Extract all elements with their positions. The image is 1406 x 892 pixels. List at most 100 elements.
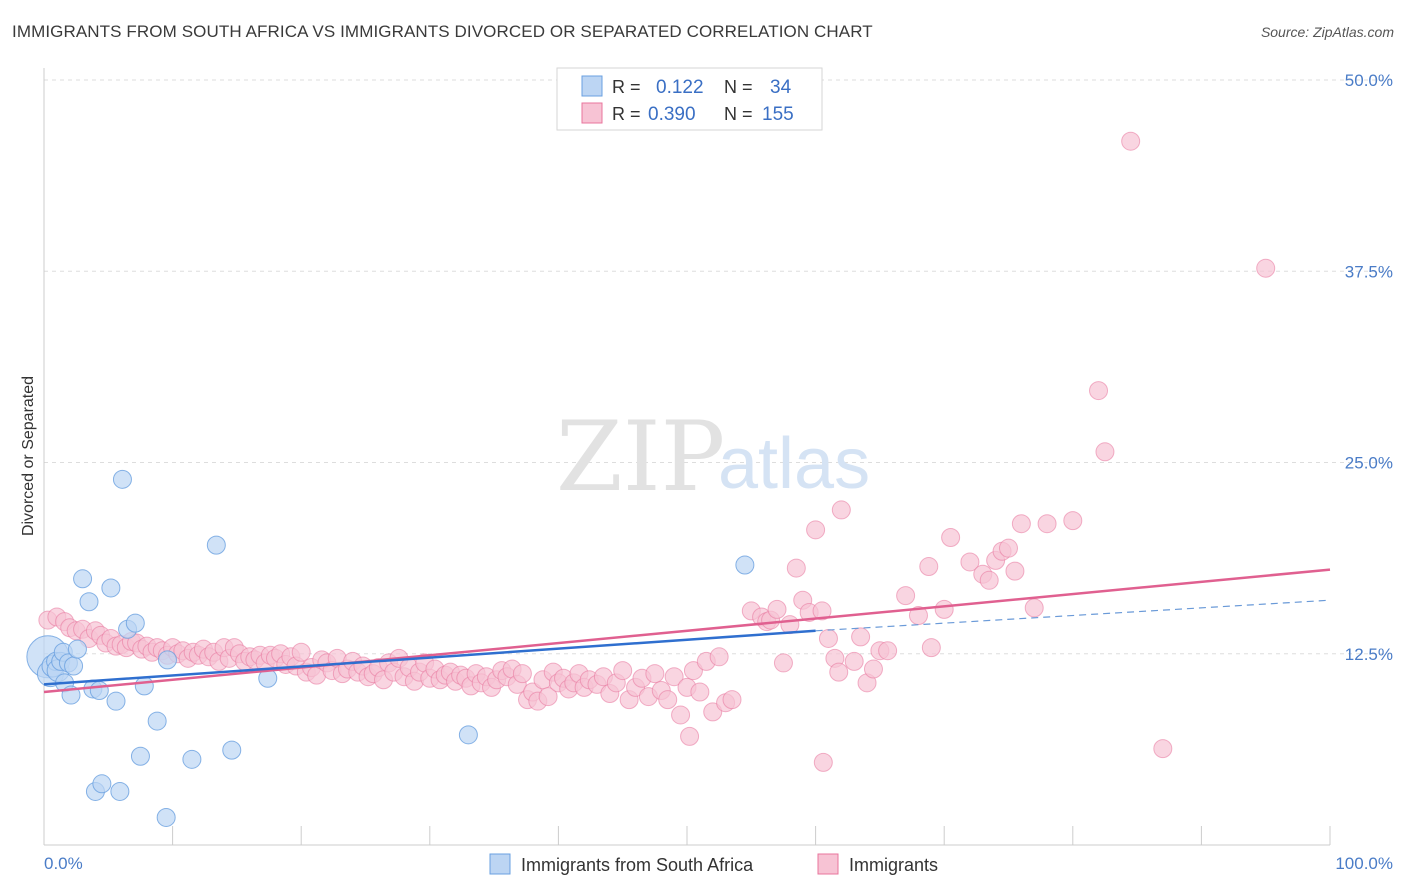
point-south-africa-25	[134, 676, 154, 696]
point-immigrants-148	[878, 641, 898, 661]
y-tick-label-0: 12.5%	[1345, 645, 1393, 664]
point-south-africa-29	[182, 749, 202, 769]
point-south-africa-34	[735, 555, 755, 575]
x-tick-label-max: 100.0%	[1335, 854, 1393, 873]
stats-r-value-1: 0.122	[656, 77, 704, 98]
point-immigrants-150	[908, 606, 928, 625]
point-immigrants-165	[1089, 381, 1109, 401]
point-immigrants-146	[863, 659, 883, 679]
point-immigrants-120	[690, 682, 710, 702]
stats-n-label-2: N =	[724, 104, 753, 124]
point-south-africa-19	[106, 691, 126, 711]
point-immigrants-134	[786, 558, 806, 578]
point-immigrants-143	[844, 651, 864, 671]
legend-label-south-africa: Immigrants from South Africa	[521, 855, 754, 875]
point-south-africa-13	[79, 592, 99, 612]
point-south-africa-33	[458, 725, 478, 745]
point-south-africa-26	[147, 711, 167, 731]
point-immigrants-170	[813, 752, 833, 772]
point-immigrants-144	[851, 627, 871, 647]
point-south-africa-30	[206, 535, 226, 555]
trend-lines	[43, 568, 1331, 694]
x-axis-ticks	[43, 826, 1331, 845]
point-south-africa-21	[112, 469, 132, 489]
point-immigrants-162	[1024, 598, 1044, 618]
point-south-africa-27	[156, 807, 176, 827]
point-immigrants-142	[831, 500, 851, 520]
trend-line-south-africa	[43, 629, 816, 686]
stats-r-value-2: 0.390	[648, 104, 696, 125]
point-immigrants-159	[999, 538, 1018, 558]
point-immigrants-160	[1005, 561, 1025, 581]
point-south-africa-23	[125, 613, 145, 633]
point-immigrants-168	[1153, 739, 1173, 759]
point-immigrants-122	[703, 702, 723, 722]
y-tick-label-3: 50.0%	[1345, 71, 1393, 90]
series-south-africa-points	[26, 469, 755, 827]
stats-legend: R = 0.122 N = 34 R = 0.390 N = 155	[556, 67, 823, 131]
bottom-legend: Immigrants from South Africa Immigrants	[489, 853, 938, 875]
point-south-africa-24	[130, 746, 150, 766]
source-label: Source: ZipAtlas.com	[1260, 24, 1394, 40]
point-south-africa-11	[67, 639, 87, 659]
point-immigrants-90	[512, 664, 532, 684]
point-immigrants-169	[1256, 258, 1276, 278]
point-immigrants-156	[979, 570, 999, 590]
stats-r-label-2: R =	[612, 104, 641, 124]
stats-swatch-pink	[581, 102, 603, 124]
stats-n-value-1: 34	[770, 77, 792, 98]
point-south-africa-16	[89, 680, 109, 700]
point-south-africa-18	[101, 578, 121, 598]
stats-r-label-1: R =	[612, 77, 641, 97]
point-immigrants-113	[645, 664, 665, 684]
series-immigrants-points	[38, 131, 1276, 772]
point-immigrants-151	[919, 557, 939, 577]
point-immigrants-139	[818, 628, 838, 648]
point-immigrants-137	[806, 520, 826, 540]
point-immigrants-154	[960, 552, 980, 572]
point-immigrants-149	[896, 586, 916, 606]
point-immigrants-115	[658, 690, 678, 710]
point-immigrants-125	[722, 690, 742, 710]
point-immigrants-153	[941, 527, 961, 547]
grid-lines	[44, 79, 1393, 655]
point-south-africa-17	[92, 774, 112, 794]
point-immigrants-152	[934, 599, 954, 619]
stats-n-value-2: 155	[762, 104, 794, 125]
point-immigrants-163	[1037, 514, 1057, 534]
point-immigrants-141	[829, 662, 849, 682]
point-immigrants-164	[1063, 511, 1083, 531]
point-south-africa-31	[222, 740, 242, 760]
watermark-atlas: atlas	[718, 424, 870, 504]
point-immigrants-138	[812, 601, 832, 621]
point-immigrants-116	[664, 667, 684, 687]
point-immigrants-131	[767, 599, 787, 619]
point-immigrants-47	[291, 642, 311, 662]
point-immigrants-123	[709, 647, 729, 667]
point-south-africa-28	[157, 650, 177, 670]
legend-swatch-south-africa	[489, 853, 511, 875]
point-immigrants-166	[1095, 442, 1115, 462]
y-tick-label-1: 25.0%	[1345, 454, 1393, 473]
point-immigrants-95	[538, 687, 558, 707]
point-south-africa-20	[110, 781, 130, 801]
trend-line-south-africa-extension	[815, 599, 1331, 632]
y-tick-labels: 12.5% 25.0% 37.5% 50.0%	[1345, 71, 1393, 664]
point-south-africa-10	[64, 656, 84, 676]
point-immigrants-171	[921, 638, 941, 658]
trend-line-immigrants	[43, 568, 1331, 694]
point-immigrants-161	[1011, 514, 1031, 534]
chart-title: IMMIGRANTS FROM SOUTH AFRICA VS IMMIGRAN…	[12, 22, 873, 41]
legend-label-immigrants: Immigrants	[849, 855, 938, 875]
point-immigrants-108	[613, 661, 633, 681]
point-south-africa-12	[73, 569, 93, 589]
point-immigrants-132	[773, 653, 793, 673]
point-immigrants-119	[683, 661, 703, 681]
point-immigrants-117	[671, 705, 691, 725]
point-immigrants-167	[1121, 131, 1141, 151]
stats-n-label-1: N =	[724, 77, 753, 97]
legend-swatch-immigrants	[817, 853, 839, 875]
x-tick-label-min: 0.0%	[44, 854, 83, 873]
y-axis-label: Divorced or Separated	[20, 376, 37, 536]
